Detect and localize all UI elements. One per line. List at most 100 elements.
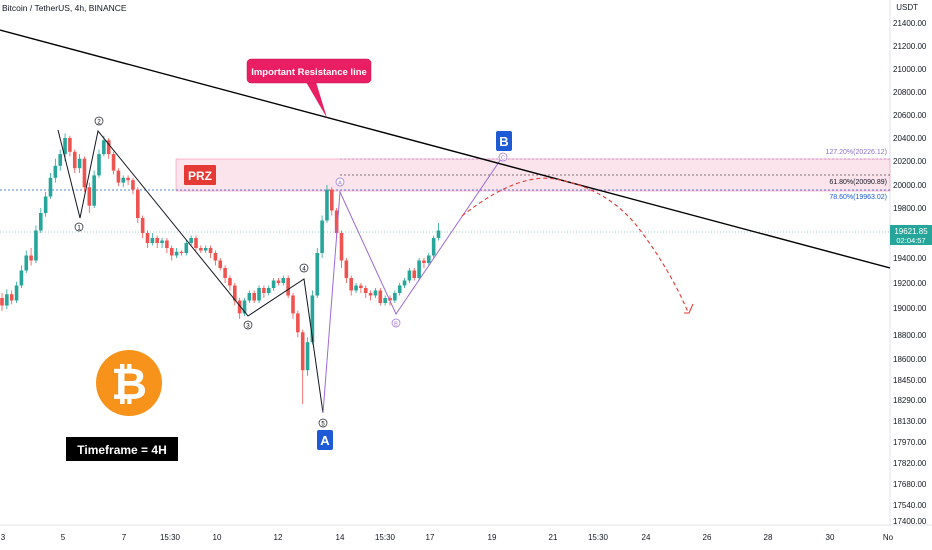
time-tick-label: 15:30 [375,533,396,542]
candle-body [325,189,329,221]
candle-body [92,175,96,206]
candle-body [218,260,223,268]
time-axis[interactable]: 3 5 7 15:30 10 12 14 15:30 17 19 21 15:30 24 26 28 30 No [1,533,894,542]
candle-body [431,238,436,256]
time-tick-label: 17 [426,533,435,542]
price-tick-label: 18800.00 [893,331,927,340]
harmonic-c-marker [498,152,508,162]
price-tick-label: 19200.00 [893,279,927,288]
time-tick-label: 12 [274,533,283,542]
time-tick-label: 10 [213,533,222,542]
candle-body [315,253,320,296]
price-tick-label: 20200.00 [893,157,927,166]
candle-body [150,238,155,243]
time-tick-label: 15:30 [160,533,181,542]
candle-body [58,154,62,166]
harmonic-labels: A B C [335,152,508,328]
candle-body [281,278,286,283]
svg-text:₿: ₿ [111,359,147,410]
price-tick-label: 20000.00 [893,181,927,190]
candle-body [5,294,9,306]
candle-body [412,270,417,278]
time-tick-label: 7 [122,533,127,542]
candle-body [145,233,150,243]
candle-countdown: 02:04:57 [896,236,925,245]
time-tick-label: 5 [61,533,66,542]
time-tick-label: 24 [642,533,651,542]
candle-body [174,251,179,256]
candle-body [19,270,24,286]
candle-body [383,298,387,303]
prz-badge-label: PRZ [188,169,212,183]
candle-body [136,189,140,218]
wave-2-marker [94,116,104,126]
candle-body [82,158,87,188]
candle-body [14,285,19,301]
candle-body [34,230,38,261]
time-tick-label: 19 [488,533,497,542]
candle-body [63,138,67,155]
candle-body [252,293,256,301]
projection-arrowhead [684,303,694,314]
price-tick-label: 21400.00 [893,19,927,28]
candle-body [363,288,368,293]
current-price-tag [890,225,932,245]
wave-1-marker [74,222,84,232]
candle-body [397,285,402,293]
candle-body [368,293,373,296]
candle-body [53,165,58,178]
candle-body [126,177,130,181]
wave-1-label: 1 [77,226,81,232]
candle-body [48,177,53,197]
candle-body [24,255,29,271]
candle-body [39,213,43,231]
candle-body [339,233,344,261]
price-tick-label: 20600.00 [893,111,927,120]
projection-path [461,177,689,313]
bitcoin-logo: ₿ [96,350,162,416]
time-tick-label: 21 [549,533,558,542]
resistance-callout-text: Important Resistance line [251,67,367,78]
candle-body [0,298,4,306]
harmonic-a-label: A [338,180,342,186]
candle-body [184,243,189,253]
price-tick-label: 18450.00 [893,376,927,385]
candle-body [286,278,290,296]
candle-body [266,288,271,293]
candle-body [102,140,106,155]
candle-body [378,290,383,303]
wave-3-label: 3 [246,324,250,330]
resistance-callout [246,58,372,84]
candle-body [165,240,169,248]
price-tick-label: 21000.00 [893,65,927,74]
price-axis[interactable]: 21400.00 21200.00 21000.00 20800.00 20600.00… [893,19,927,526]
harmonic-b-marker [391,318,401,328]
candle-body [131,180,135,190]
timeframe-label: Timeframe = 4H [77,443,167,457]
candle-body [393,293,397,301]
chart-title: Bitcoin / TetherUS, 4h, BINANCE [2,3,127,13]
wave-b-badge-label: B [499,134,508,149]
resistance-callout-pointer [306,82,327,118]
time-tick-label: 26 [703,533,712,542]
candle-body [427,255,431,263]
price-tick-label: 18130.00 [893,417,927,426]
candle-body [111,154,116,171]
price-tick-label: 18600.00 [893,355,927,364]
candle-body [121,177,126,183]
current-price-value: 19621.85 [894,227,928,236]
candle-body [296,313,300,333]
candle-body [233,285,237,301]
price-tick-label: 17970.00 [893,438,927,447]
candle-body [87,187,92,206]
candle-body [247,293,252,301]
time-tick-label: No [883,533,894,542]
candle-body [106,140,111,155]
candle-body [9,294,14,301]
candle-body [223,268,227,278]
time-tick-label: 3 [1,533,6,542]
elliott-wave-path [57,129,324,414]
candle-body [276,280,281,283]
price-tick-label: 20800.00 [893,88,927,97]
